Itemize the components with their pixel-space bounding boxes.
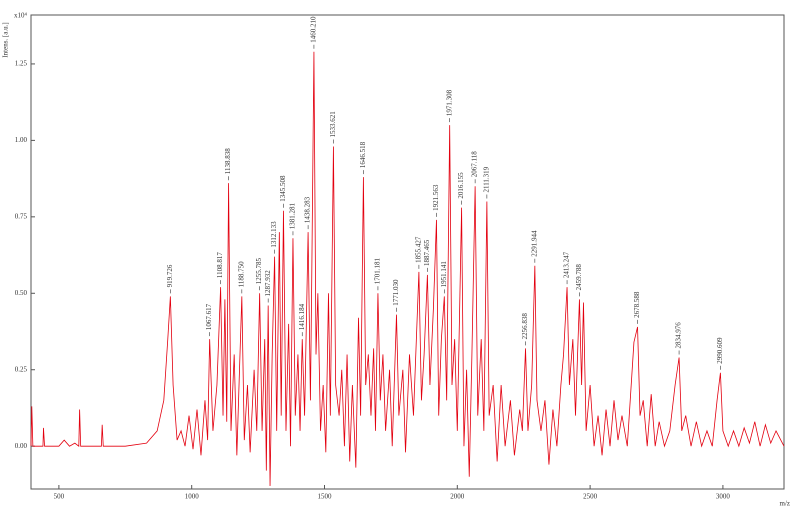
peak-label: 2459.788 bbox=[575, 264, 583, 291]
peak-label: 1921.563 bbox=[432, 184, 440, 211]
x-tick-label: 1500 bbox=[317, 493, 332, 501]
peak-label: 2834.976 bbox=[675, 322, 683, 349]
peak-label: 1438.283 bbox=[304, 196, 312, 223]
peak-label: 1971.308 bbox=[445, 89, 453, 116]
y-tick-label: 1.00 bbox=[15, 136, 28, 144]
peak-label: 1345.508 bbox=[279, 175, 287, 202]
x-tick-label: 1000 bbox=[185, 493, 200, 501]
x-tick-label: 3000 bbox=[716, 493, 731, 501]
peak-label: 1255.785 bbox=[255, 258, 263, 285]
x-axis-label: m/z bbox=[780, 500, 791, 508]
peak-label: 2291.944 bbox=[530, 230, 538, 257]
y-multiplier: x10⁴ bbox=[14, 12, 28, 20]
y-tick-label: 0.00 bbox=[15, 442, 28, 450]
spectrum-line bbox=[30, 51, 785, 486]
peak-label: 919.726 bbox=[166, 264, 174, 287]
peak-label: 2256.838 bbox=[521, 313, 529, 340]
peak-label: 1951.141 bbox=[440, 261, 448, 288]
peak-label: 1460.210 bbox=[310, 16, 318, 43]
peak-label: 1312.133 bbox=[270, 221, 278, 248]
peak-label: 1287.932 bbox=[264, 270, 272, 297]
y-axis-label: Intens. [a.u.] bbox=[2, 22, 10, 57]
peak-label: 2016.155 bbox=[457, 172, 465, 199]
x-tick-label: 500 bbox=[54, 493, 65, 501]
y-tick-label: 0.25 bbox=[15, 365, 28, 373]
peak-label: 1108.817 bbox=[216, 252, 224, 278]
y-tick-label: 1.25 bbox=[15, 60, 28, 68]
peak-label: 1855.427 bbox=[415, 236, 423, 263]
peak-label: 2990.609 bbox=[716, 337, 724, 364]
peak-label: 1533.621 bbox=[329, 111, 337, 138]
peak-label: 1067.617 bbox=[205, 303, 213, 330]
peak-label: 2111.319 bbox=[482, 166, 490, 192]
peak-label: 1416.184 bbox=[298, 303, 306, 330]
peak-label: 1771.030 bbox=[392, 279, 400, 306]
peak-label: 1701.181 bbox=[374, 258, 382, 285]
y-tick-label: 0.75 bbox=[15, 212, 28, 220]
peak-label: 1887.465 bbox=[423, 239, 431, 266]
x-tick-label: 2000 bbox=[450, 493, 465, 501]
peak-label: 1381.281 bbox=[289, 202, 297, 229]
x-tick-label: 2500 bbox=[583, 493, 598, 501]
peak-label: 1646.518 bbox=[359, 141, 367, 168]
peak-label: 2678.588 bbox=[633, 291, 641, 318]
peak-label: 2067.118 bbox=[471, 151, 479, 177]
y-tick-label: 0.50 bbox=[15, 289, 28, 297]
peak-label: 1138.838 bbox=[224, 148, 232, 174]
plot-frame bbox=[30, 14, 785, 490]
peak-label: 1188.750 bbox=[237, 261, 245, 287]
peak-label: 2413.247 bbox=[563, 251, 571, 278]
